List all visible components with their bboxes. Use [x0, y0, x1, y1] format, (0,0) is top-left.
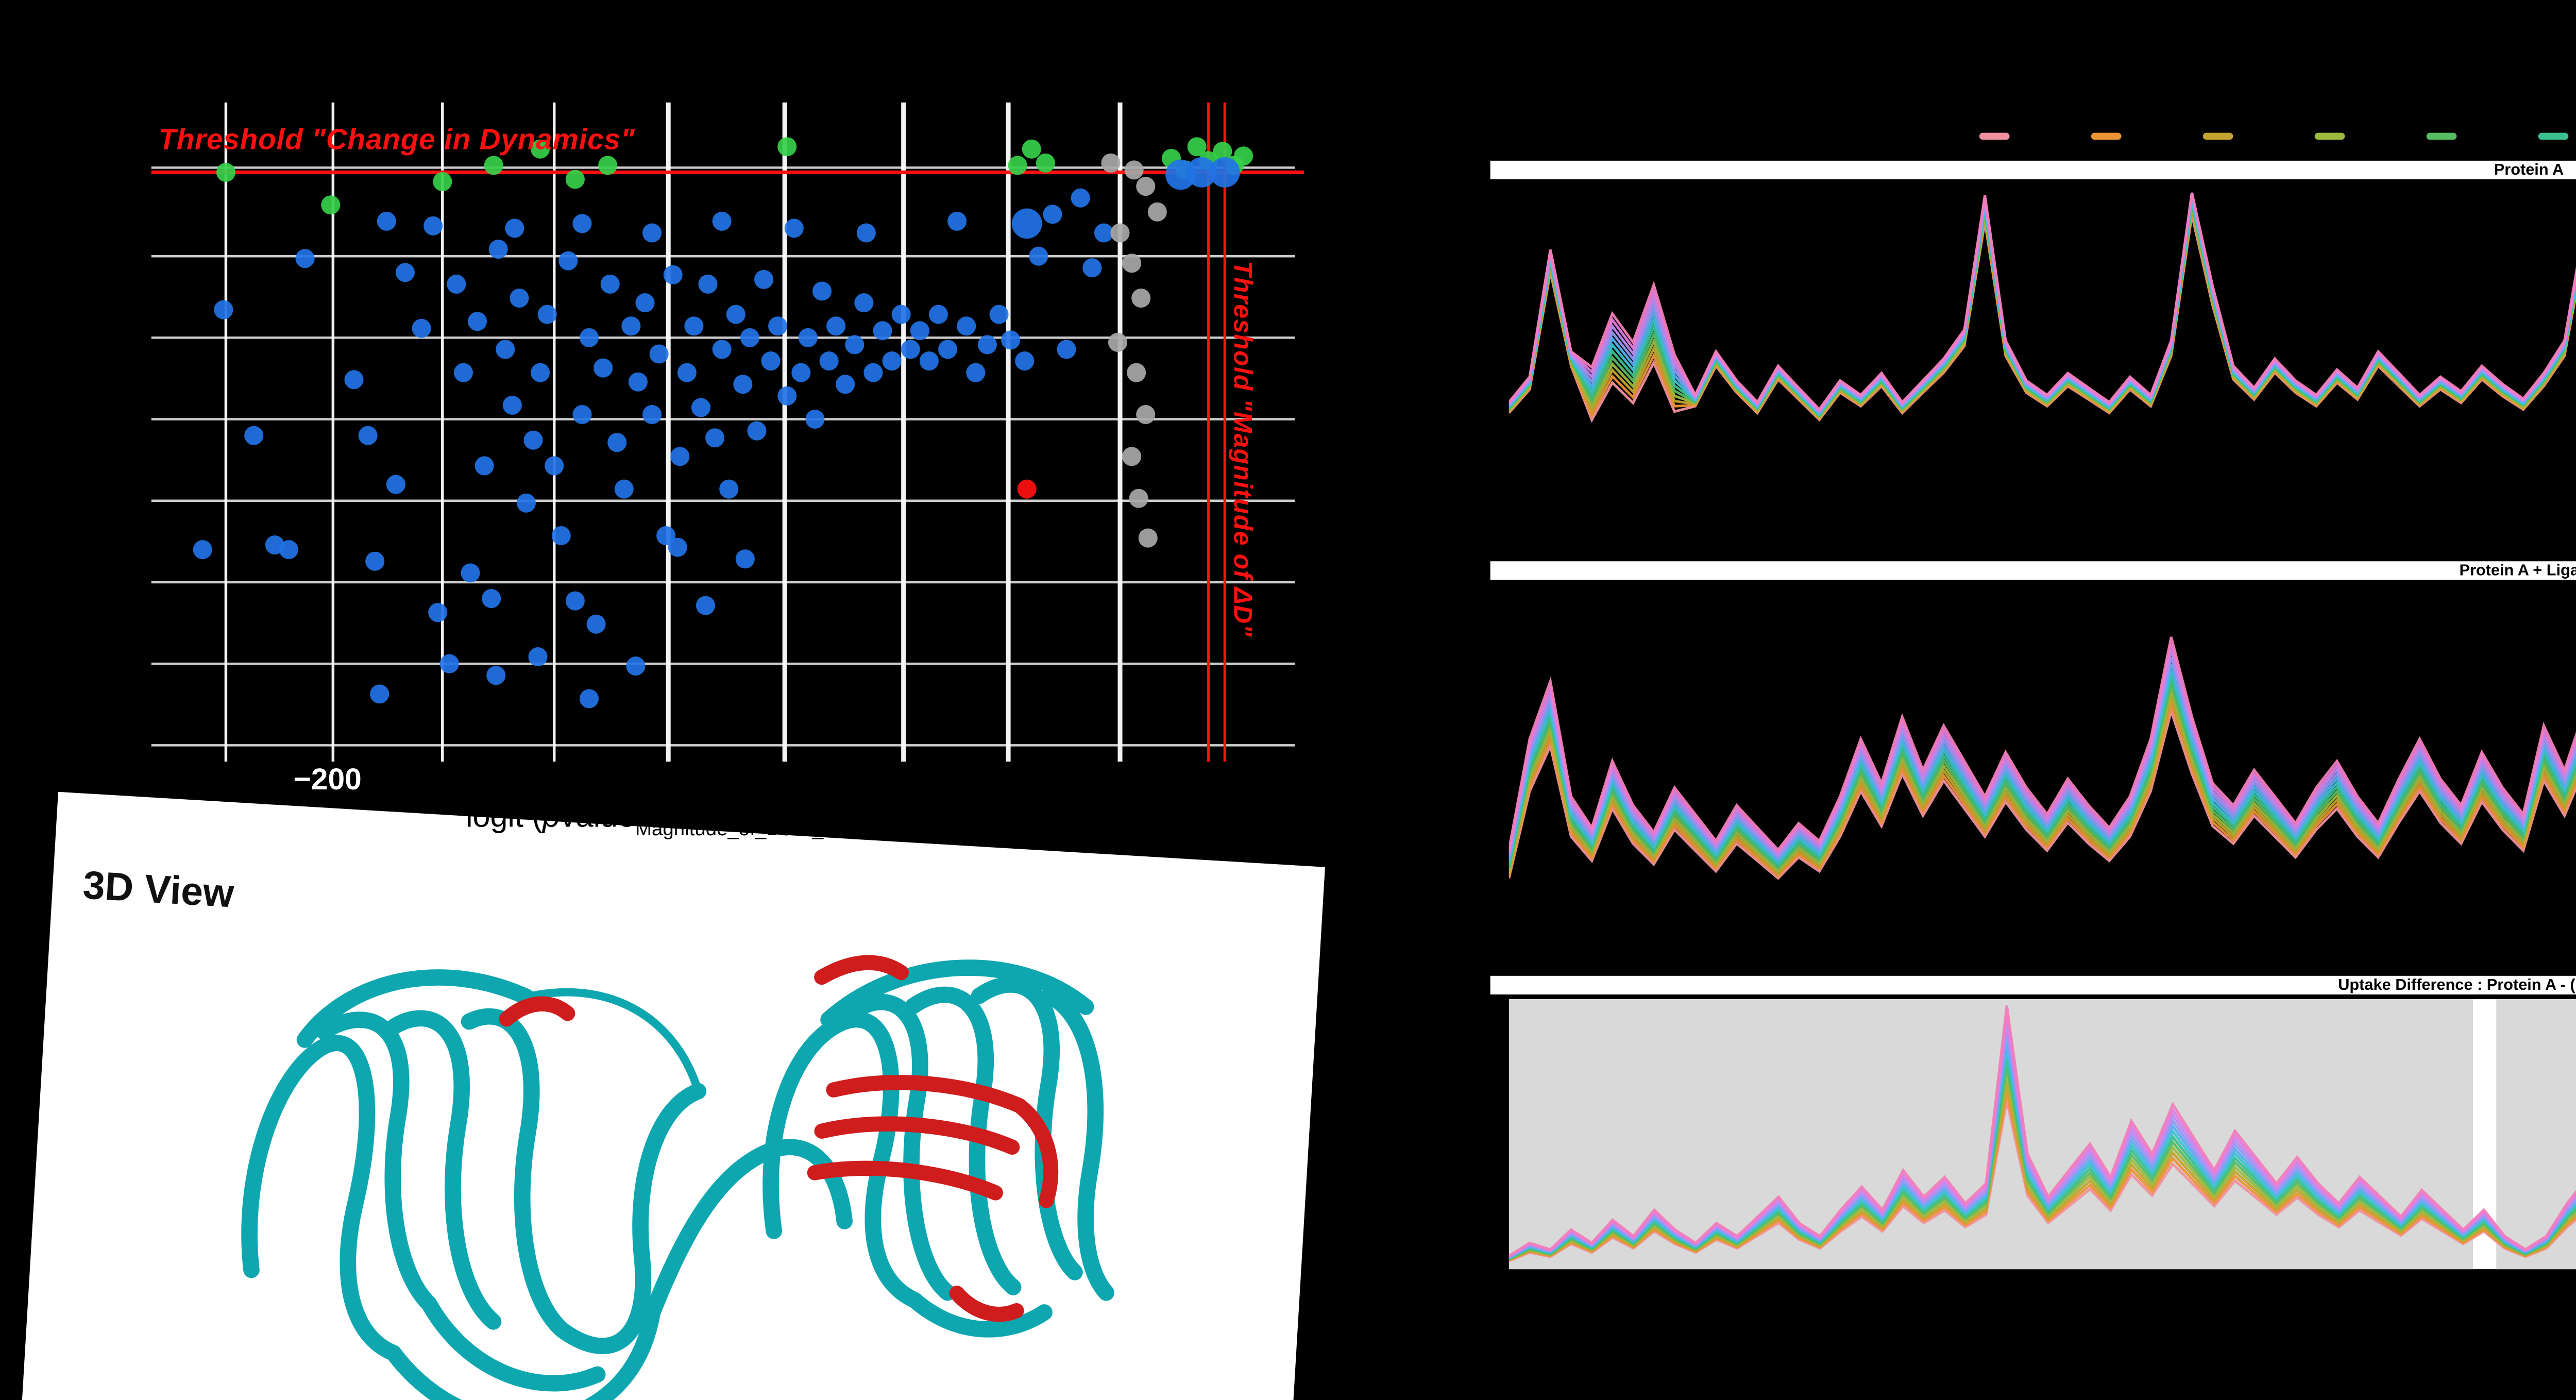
legend-swatch[interactable]: [2091, 132, 2122, 141]
panel-title-text: Uptake Difference : Protein A - (Protein…: [2338, 977, 2576, 993]
cartoon-loops: [522, 988, 720, 1317]
3d-view-panel: 3D View: [16, 791, 1325, 1400]
threshold-dynamics-label: Threshold "Change in Dynamics": [158, 123, 635, 156]
legend-swatch[interactable]: [2425, 132, 2456, 141]
axis-label-close: ): [838, 799, 849, 834]
axis-label-sub: Magnitude_of_Delta_D: [635, 817, 838, 840]
axis-label-post: value: [560, 799, 636, 834]
panel-title-text: Protein A: [2494, 162, 2564, 178]
x-axis-tick: −200: [293, 761, 362, 797]
panel-title-uptake-difference: Uptake Difference : Protein A - (Protein…: [1490, 975, 2576, 994]
protein-a-ligand-chart[interactable]: [1509, 587, 2576, 983]
3d-view-title: 3D View: [81, 863, 235, 917]
volcano-x-axis-label: logit (pvalueMagnitude_of_Delta_D): [466, 799, 848, 840]
legend-swatch[interactable]: [2537, 132, 2568, 141]
threshold-magnitude-label: Threshold "Magnitude of ΔD": [1227, 261, 1256, 637]
panel-title-text: Protein A + Ligand: [2459, 562, 2576, 579]
cartoon-strands: [241, 959, 1114, 1400]
panel-title-protein-a-ligand: Protein A + Ligand: [1490, 561, 2576, 580]
protein-ribbon[interactable]: [17, 792, 1325, 1400]
timepoint-legend: [1979, 130, 2576, 142]
highlighted-strands: [499, 955, 1059, 1322]
axis-label-p: p: [543, 799, 561, 834]
legend-swatch[interactable]: [2314, 132, 2345, 141]
panel-title-protein-a: Protein A: [1490, 160, 2576, 180]
legend-swatch[interactable]: [2202, 132, 2233, 141]
uptake-difference-chart[interactable]: [1509, 999, 2576, 1270]
protein-a-chart[interactable]: [1509, 191, 2576, 541]
legend-swatch[interactable]: [1979, 132, 2010, 141]
volcano-plot[interactable]: [140, 93, 1304, 773]
axis-label-pre: logit (: [465, 799, 543, 834]
